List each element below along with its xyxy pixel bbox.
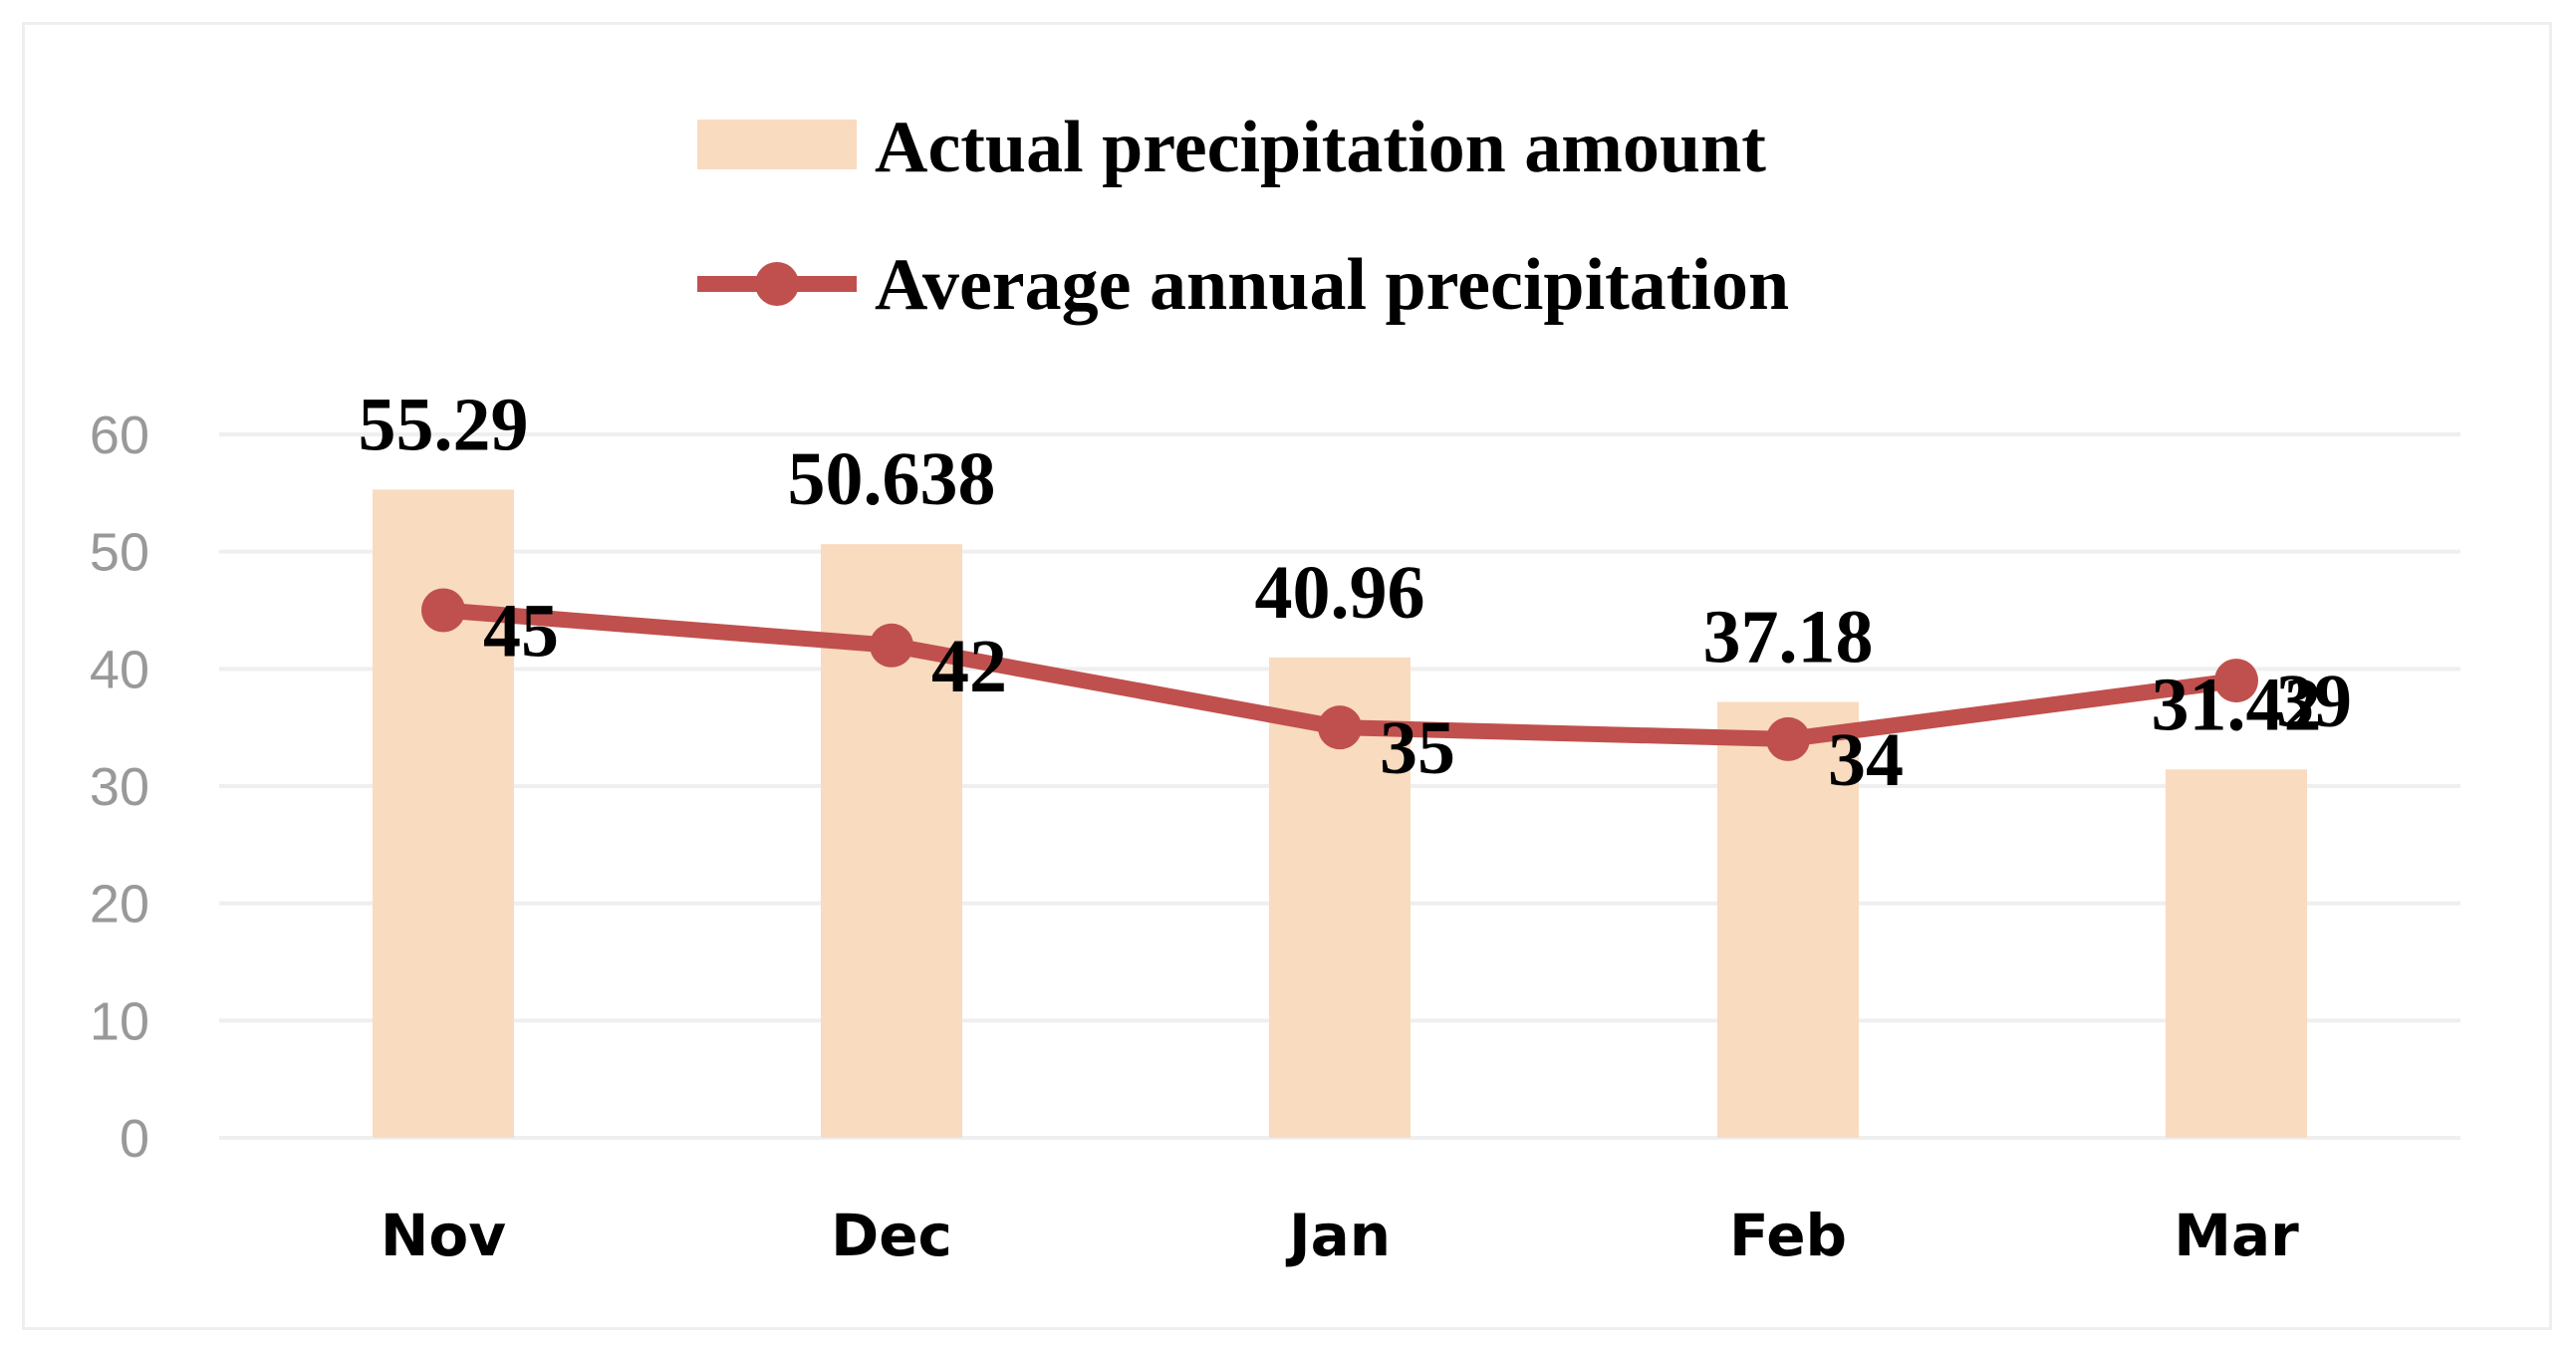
y-tick-label: 0 [120, 1109, 149, 1169]
bar-mar [2166, 769, 2307, 1138]
legend-line-marker [755, 262, 799, 306]
line-data-label: 42 [931, 625, 1007, 708]
line-series [421, 588, 2258, 761]
bar-data-label: 31.42 [2152, 663, 2322, 746]
x-tick-label: Jan [1285, 1202, 1391, 1269]
y-tick-label: 40 [90, 640, 149, 699]
y-tick-label: 10 [90, 991, 149, 1051]
y-tick-label: 30 [90, 757, 149, 817]
axis-labels: 0 10 20 30 40 50 60 Nov Dec Jan Feb Mar [90, 406, 2299, 1269]
bar-nov [373, 489, 514, 1138]
line-data-label: 35 [1380, 706, 1455, 790]
legend-label-actual: Actual precipitation amount [875, 107, 1766, 188]
x-tick-label: Mar [2174, 1202, 2299, 1269]
bar-data-label: 50.638 [788, 437, 996, 521]
line-data-label: 45 [483, 590, 559, 674]
line-marker-dec [870, 623, 913, 668]
data-labels: 55.29 50.638 40.96 37.18 31.42 45 42 35 34 39 [359, 383, 2353, 802]
line-marker-jan [1318, 705, 1362, 750]
line-data-label: 34 [1828, 718, 1904, 802]
x-tick-label: Dec [831, 1202, 952, 1269]
y-tick-label: 20 [90, 875, 149, 935]
legend-label-average: Average annual precipitation [875, 244, 1789, 326]
x-tick-label: Nov [381, 1202, 506, 1269]
x-tick-label: Feb [1729, 1202, 1847, 1269]
bar-data-label: 37.18 [1703, 596, 1874, 679]
bar-data-label: 40.96 [1255, 551, 1425, 635]
bar-data-label: 55.29 [359, 383, 529, 466]
line-marker-nov [421, 588, 465, 633]
line-data-label: 39 [2276, 660, 2352, 743]
legend: Actual precipitation amount Average annu… [697, 107, 1789, 326]
y-tick-label: 60 [90, 406, 149, 465]
legend-bar-swatch [697, 120, 857, 169]
bar-feb [1717, 701, 1859, 1138]
line-marker-feb [1766, 716, 1810, 761]
y-tick-label: 50 [90, 523, 149, 583]
line-marker-mar [2214, 659, 2258, 703]
